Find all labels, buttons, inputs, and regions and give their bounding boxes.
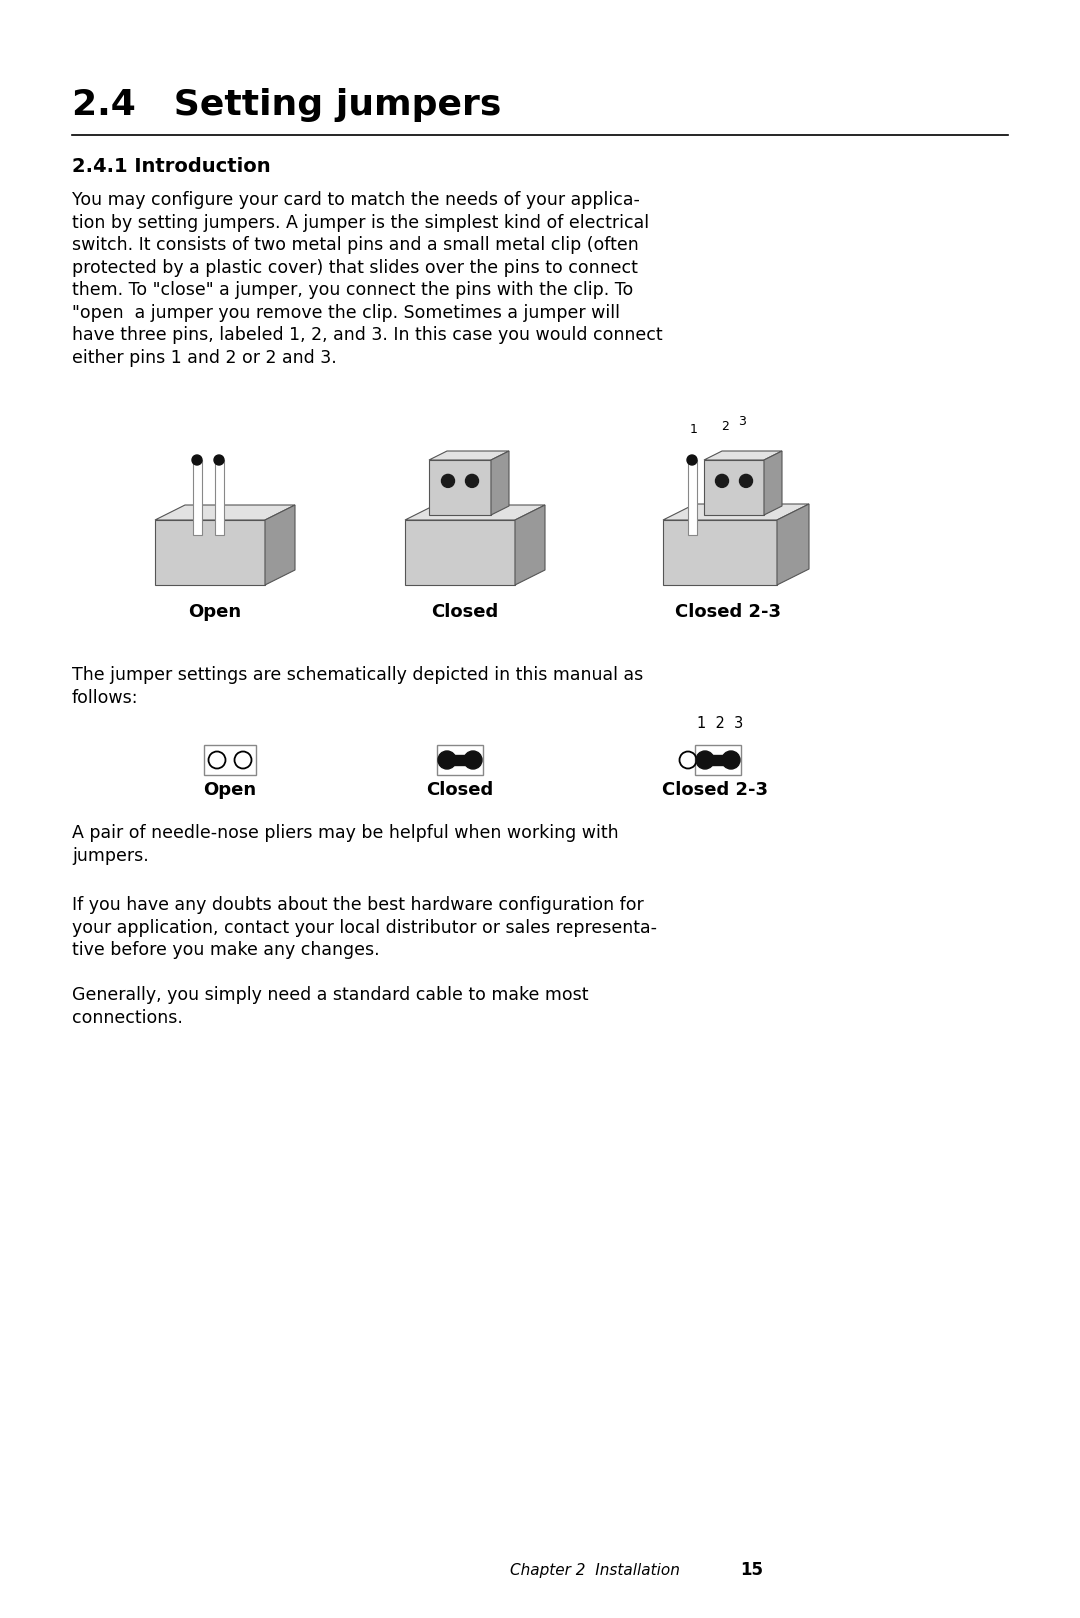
Polygon shape [405,519,515,586]
Bar [437,744,483,775]
Text: 1  2  3: 1 2 3 [697,717,743,731]
Text: follows:: follows: [72,689,138,707]
Polygon shape [777,503,809,586]
Text: them. To "close" a jumper, you connect the pins with the clip. To: them. To "close" a jumper, you connect t… [72,282,633,299]
Circle shape [464,751,482,769]
Circle shape [192,455,202,464]
Circle shape [696,751,714,769]
Polygon shape [405,505,545,519]
Polygon shape [704,451,782,460]
Text: switch. It consists of two metal pins and a small metal clip (often: switch. It consists of two metal pins an… [72,236,638,254]
Text: Open: Open [203,781,257,799]
Polygon shape [704,460,764,515]
Polygon shape [156,505,295,519]
Text: Closed 2-3: Closed 2-3 [662,781,768,799]
Circle shape [687,455,697,464]
Text: "open  a jumper you remove the clip. Sometimes a jumper will: "open a jumper you remove the clip. Some… [72,304,620,322]
Text: Open: Open [188,604,242,621]
Bar [447,756,473,765]
Circle shape [442,474,455,487]
Text: Closed 2-3: Closed 2-3 [675,604,781,621]
Text: 2.4.1 Introduction: 2.4.1 Introduction [72,157,271,176]
Text: either pins 1 and 2 or 2 and 3.: either pins 1 and 2 or 2 and 3. [72,348,337,367]
Text: Chapter 2  Installation: Chapter 2 Installation [510,1563,680,1578]
Text: tive before you make any changes.: tive before you make any changes. [72,942,380,959]
Text: 2.4   Setting jumpers: 2.4 Setting jumpers [72,87,501,121]
Polygon shape [429,451,509,460]
Text: A pair of needle-nose pliers may be helpful when working with: A pair of needle-nose pliers may be help… [72,824,619,841]
Text: tion by setting jumpers. A jumper is the simplest kind of electrical: tion by setting jumpers. A jumper is the… [72,214,649,231]
Polygon shape [156,519,265,586]
Text: Closed: Closed [427,781,494,799]
Polygon shape [663,503,809,519]
Text: protected by a plastic cover) that slides over the pins to connect: protected by a plastic cover) that slide… [72,259,638,277]
Text: You may configure your card to match the needs of your applica-: You may configure your card to match the… [72,191,639,209]
Polygon shape [764,451,782,515]
Circle shape [715,474,729,487]
Text: Generally, you simply need a standard cable to make most: Generally, you simply need a standard ca… [72,985,589,1005]
Circle shape [438,751,456,769]
Circle shape [723,751,740,769]
Text: jumpers.: jumpers. [72,846,149,864]
Polygon shape [265,505,295,586]
Polygon shape [491,451,509,515]
Text: 15: 15 [740,1561,762,1579]
Bar [696,744,741,775]
Polygon shape [515,505,545,586]
Bar [215,460,224,536]
Text: 3: 3 [738,414,746,429]
Text: The jumper settings are schematically depicted in this manual as: The jumper settings are schematically de… [72,667,644,684]
Text: 1: 1 [690,422,698,435]
Text: Closed: Closed [431,604,499,621]
Text: your application, contact your local distributor or sales representa-: your application, contact your local dis… [72,919,657,937]
Circle shape [214,455,224,464]
Polygon shape [663,519,777,586]
Text: have three pins, labeled 1, 2, and 3. In this case you would connect: have three pins, labeled 1, 2, and 3. In… [72,325,663,345]
Bar [193,460,202,536]
Circle shape [465,474,478,487]
Text: 2: 2 [721,421,729,434]
Text: connections.: connections. [72,1008,183,1026]
Text: If you have any doubts about the best hardware configuration for: If you have any doubts about the best ha… [72,896,644,914]
Bar [705,756,731,765]
Bar [688,460,697,536]
Polygon shape [429,460,491,515]
Bar [204,744,256,775]
Circle shape [740,474,753,487]
